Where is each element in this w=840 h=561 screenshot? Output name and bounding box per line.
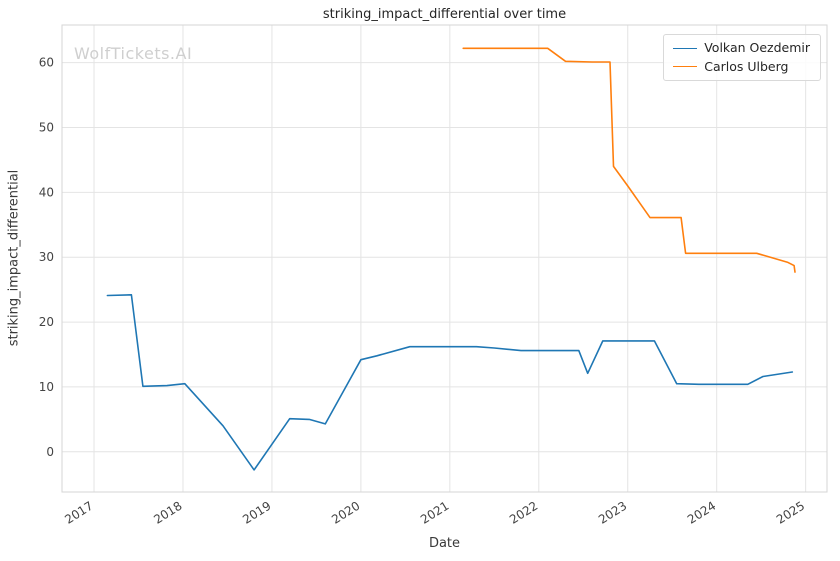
svg-text:2019: 2019: [240, 499, 273, 527]
svg-text:2021: 2021: [418, 499, 451, 527]
svg-text:2017: 2017: [62, 499, 95, 527]
legend-swatch: [673, 66, 698, 68]
legend-swatch: [673, 47, 698, 49]
svg-text:2022: 2022: [507, 499, 540, 527]
svg-text:0: 0: [46, 445, 54, 459]
y-axis-label: striking_impact_differential: [6, 169, 22, 347]
watermark: WolfTickets.AI: [74, 44, 193, 63]
svg-text:2018: 2018: [151, 499, 184, 527]
svg-text:40: 40: [39, 185, 54, 199]
svg-text:30: 30: [39, 250, 54, 264]
svg-text:2025: 2025: [774, 499, 807, 527]
svg-text:2020: 2020: [329, 499, 362, 527]
svg-text:60: 60: [39, 56, 54, 70]
svg-text:2023: 2023: [596, 499, 629, 527]
chart-title: striking_impact_differential over time: [322, 7, 567, 22]
svg-text:10: 10: [39, 380, 54, 394]
legend-label: Volkan Oezdemir: [704, 40, 810, 55]
legend-item: Carlos Ulberg: [673, 58, 810, 74]
legend-item: Volkan Oezdemir: [673, 40, 810, 55]
legend: Volkan Oezdemir Carlos Ulberg: [663, 34, 821, 81]
x-axis-label: Date: [428, 536, 461, 551]
svg-text:2024: 2024: [685, 499, 718, 527]
svg-text:20: 20: [39, 315, 54, 329]
svg-text:50: 50: [39, 120, 54, 134]
legend-label: Carlos Ulberg: [704, 58, 789, 74]
